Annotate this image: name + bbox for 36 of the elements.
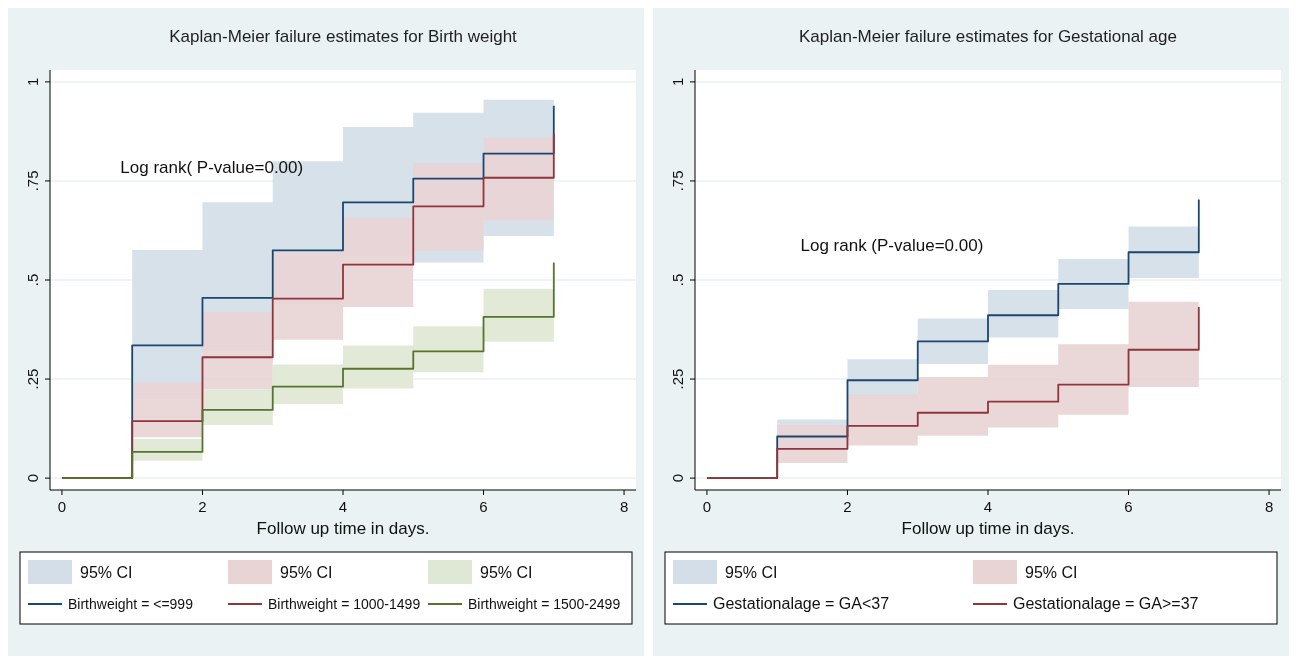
x-tick-label: 0	[702, 498, 712, 515]
y-tick-label: .25	[24, 368, 41, 390]
text: 95% CI	[1025, 564, 1078, 581]
text: 95% CI	[725, 564, 778, 581]
legend-label: Gestationalage = GA<37	[713, 595, 890, 612]
y-tick-label: 0	[669, 473, 686, 483]
legend-label: Gestationalage = GA>=37	[1013, 595, 1199, 612]
y-tick-label: 0	[24, 473, 41, 483]
x-tick-label: 4	[983, 498, 993, 515]
x-tick-label: 2	[843, 498, 852, 515]
legend-label: Birthweight = 1500-2499	[468, 596, 621, 612]
annotation: Log rank (P-value=0.00)	[800, 235, 984, 255]
y-tick-label: .25	[669, 368, 686, 390]
x-axis-title: Follow up time in days.	[256, 519, 430, 538]
x-tick-label: 6	[479, 498, 488, 515]
y-tick-label: .5	[669, 273, 686, 287]
legend-label: Birthweight = <=999	[68, 596, 194, 612]
x-tick-label: 4	[338, 498, 348, 515]
x-tick-label: 8	[1264, 498, 1274, 515]
y-tick-label: .75	[24, 170, 41, 192]
text: 95% CI	[80, 564, 133, 581]
x-tick-label: 2	[198, 498, 207, 515]
y-tick-label: 1	[669, 77, 686, 87]
text: 95% CI	[280, 564, 333, 581]
chart-title: Kaplan-Meier failure estimates for Birth weight	[169, 27, 518, 46]
y-tick-label: .5	[24, 273, 41, 287]
chart-title: Kaplan-Meier failure estimates for Gestational age	[799, 27, 1177, 46]
legend-label: Birthweight = 1000-1499	[268, 596, 421, 612]
y-tick-label: .75	[669, 170, 686, 192]
x-tick-label: 8	[619, 498, 629, 515]
y-tick-label: 1	[24, 77, 41, 87]
annotation: Log rank( P-value=0.00)	[120, 157, 304, 177]
text: 95% CI	[480, 564, 533, 581]
x-tick-label: 0	[57, 498, 67, 515]
x-axis-title: Follow up time in days.	[901, 519, 1075, 538]
x-tick-label: 6	[1124, 498, 1133, 515]
